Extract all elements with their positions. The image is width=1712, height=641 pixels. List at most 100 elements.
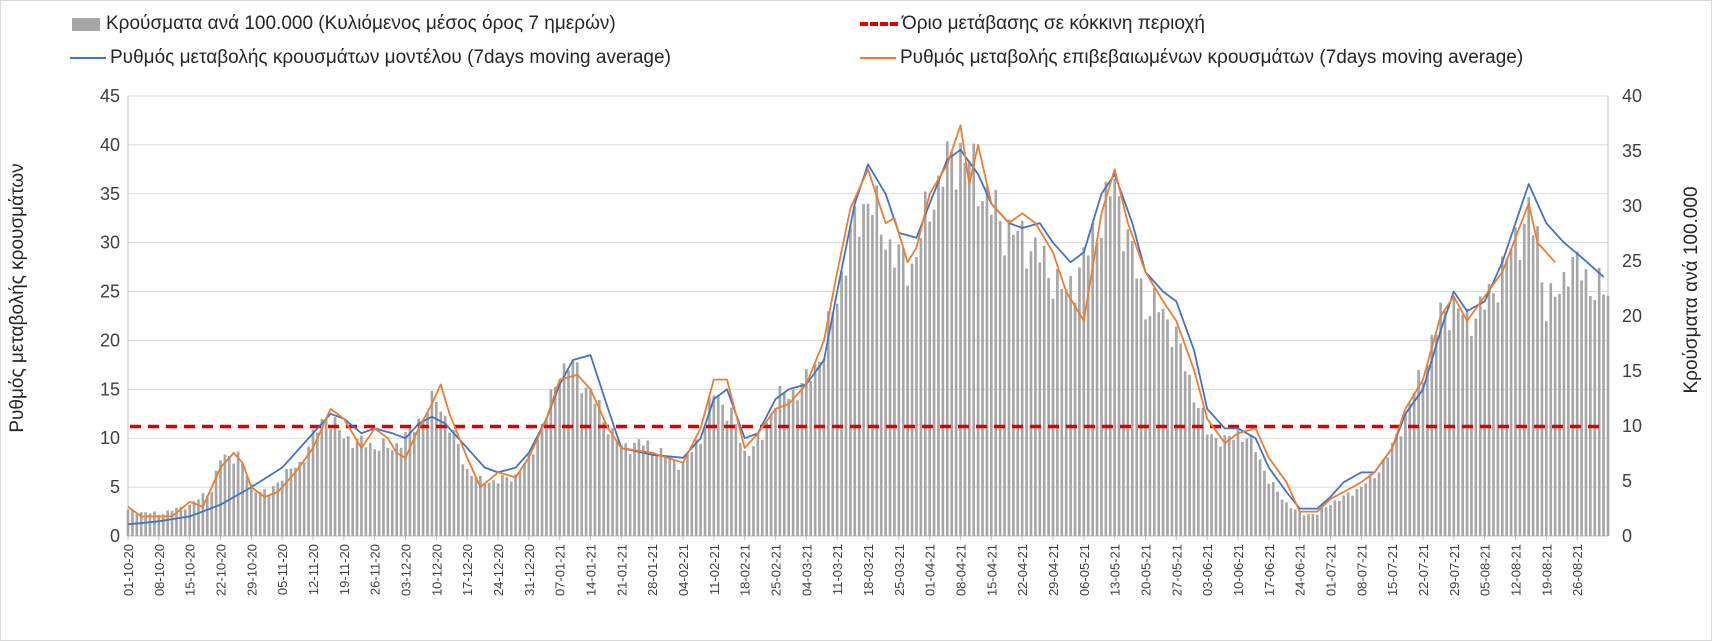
- case-bar: [329, 428, 332, 536]
- case-bar: [307, 446, 310, 536]
- case-bar: [487, 482, 491, 536]
- case-bar: [1166, 319, 1169, 536]
- case-bar: [408, 424, 412, 536]
- case-bar: [294, 467, 297, 536]
- case-bar: [1553, 296, 1557, 536]
- case-bar: [747, 456, 751, 536]
- case-bar: [945, 141, 949, 536]
- case-bar: [1377, 472, 1381, 536]
- case-bar: [1056, 268, 1059, 536]
- case-bar: [373, 449, 376, 536]
- case-bar: [976, 206, 980, 536]
- case-bar: [289, 468, 293, 536]
- case-bar: [514, 474, 517, 536]
- case-bar: [1346, 492, 1350, 536]
- case-bar: [1584, 269, 1588, 536]
- case-bar: [703, 426, 707, 536]
- case-bar: [1315, 514, 1319, 536]
- case-bar: [553, 386, 557, 536]
- case-bar: [1038, 262, 1042, 536]
- case-bar: [1241, 442, 1244, 536]
- x-tick-label: 19-08-21: [1539, 544, 1554, 596]
- x-tick-label: 20-05-21: [1139, 544, 1154, 596]
- case-bar: [1567, 286, 1570, 536]
- case-bar: [1263, 470, 1266, 536]
- case-bar: [950, 152, 954, 537]
- case-bar: [1487, 283, 1491, 536]
- case-bar: [1364, 483, 1368, 536]
- case-bar: [646, 440, 650, 536]
- case-bar: [267, 494, 271, 536]
- case-bar: [390, 450, 394, 536]
- x-tick-label: 13-05-21: [1108, 544, 1123, 596]
- case-bar: [545, 418, 548, 536]
- case-bar: [932, 209, 936, 537]
- case-bar: [769, 413, 773, 536]
- case-bar: [1007, 219, 1011, 536]
- case-bar: [1069, 275, 1072, 536]
- case-bar: [1188, 374, 1191, 536]
- y-left-tick-label: 30: [100, 233, 120, 253]
- case-bar: [972, 143, 976, 536]
- x-tick-label: 01-04-21: [923, 544, 938, 596]
- case-bar: [1130, 241, 1134, 536]
- x-tick-label: 27-05-21: [1169, 544, 1184, 596]
- case-bar: [650, 452, 654, 536]
- case-bar: [690, 452, 694, 536]
- case-bar: [597, 399, 601, 536]
- case-bar: [1412, 392, 1416, 536]
- case-bar: [1478, 296, 1482, 536]
- case-bar: [1443, 311, 1447, 536]
- case-bar: [1034, 237, 1037, 536]
- case-bar: [549, 389, 553, 536]
- legend-confirmed-swatch: [860, 57, 896, 59]
- case-bar: [994, 190, 998, 536]
- x-tick-label: 28-01-21: [645, 544, 660, 596]
- case-bar: [351, 447, 354, 536]
- case-bar: [1536, 226, 1539, 536]
- case-bar: [1232, 439, 1235, 536]
- case-bar: [562, 363, 566, 536]
- case-bar: [1285, 502, 1288, 536]
- case-bar: [523, 463, 526, 536]
- case-bar: [430, 390, 434, 536]
- case-bar: [871, 215, 874, 536]
- legend-threshold-label: Όριο μετάβασης σε κόκκινη περιοχή: [902, 13, 1205, 34]
- case-bar: [1219, 446, 1222, 536]
- case-bar: [1179, 343, 1183, 536]
- x-tick-label: 17-12-20: [460, 544, 475, 596]
- case-bar: [796, 400, 799, 536]
- case-bar: [386, 447, 390, 536]
- case-bar: [1025, 268, 1028, 536]
- case-bar: [1108, 196, 1112, 536]
- case-bar: [1078, 267, 1081, 536]
- case-bar: [1298, 512, 1301, 536]
- case-bar: [399, 447, 403, 536]
- case-bar: [1227, 435, 1231, 536]
- case-bar: [214, 470, 218, 536]
- case-bar: [602, 421, 606, 536]
- case-bar: [884, 249, 887, 537]
- case-bar: [1201, 407, 1205, 536]
- case-bar: [1448, 330, 1451, 536]
- case-bar: [937, 175, 940, 537]
- case-bar: [1086, 255, 1090, 536]
- case-bar: [906, 285, 909, 536]
- case-bar: [263, 489, 266, 536]
- case-bar: [1404, 412, 1407, 536]
- case-bar: [1280, 499, 1284, 536]
- x-tick-label: 06-05-21: [1077, 544, 1092, 596]
- case-bar: [1333, 500, 1337, 536]
- x-tick-label: 05-11-20: [275, 544, 290, 595]
- case-bar: [1236, 429, 1240, 536]
- y-right-tick-label: 10: [1622, 416, 1642, 436]
- case-bar: [1289, 508, 1293, 536]
- case-bar: [1016, 230, 1020, 536]
- case-bar: [324, 418, 328, 536]
- case-bar: [580, 393, 584, 536]
- case-bar: [139, 512, 143, 536]
- case-bar: [205, 495, 209, 536]
- case-bar: [1509, 248, 1513, 536]
- legend-confirmed-label: Ρυθμός μεταβολής επιβεβαιωμένων κρουσμάτ…: [900, 47, 1524, 68]
